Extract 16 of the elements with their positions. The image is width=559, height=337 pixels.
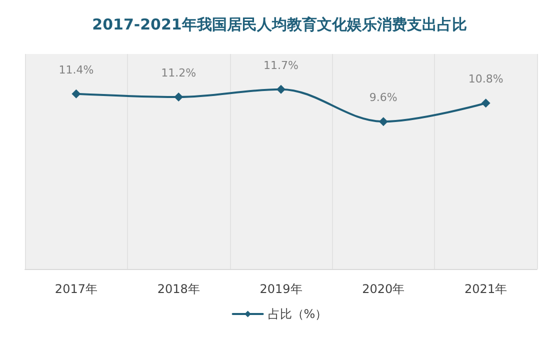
data-label: 11.2% [161, 66, 196, 80]
x-tick-label: 2017年 [54, 282, 98, 296]
data-label: 9.6% [369, 91, 398, 104]
point [378, 117, 388, 126]
data-label: 11.4% [58, 63, 94, 76]
x-tick-label: 2020年 [362, 282, 405, 296]
x-tick-label: 2019年 [260, 282, 302, 296]
x-tick-label: 2018年 [157, 282, 200, 296]
chart-title: 2017-2021年我国居民人均教育文化娱乐消费支出占比 [92, 16, 467, 34]
point [276, 84, 286, 94]
point [72, 89, 81, 98]
data-label: 11.7% [264, 58, 298, 72]
x-tick-label: 2021年 [464, 282, 508, 296]
legend-label: 占比（%） [268, 307, 328, 321]
data-label: 10.8% [468, 72, 504, 86]
point [481, 98, 490, 108]
